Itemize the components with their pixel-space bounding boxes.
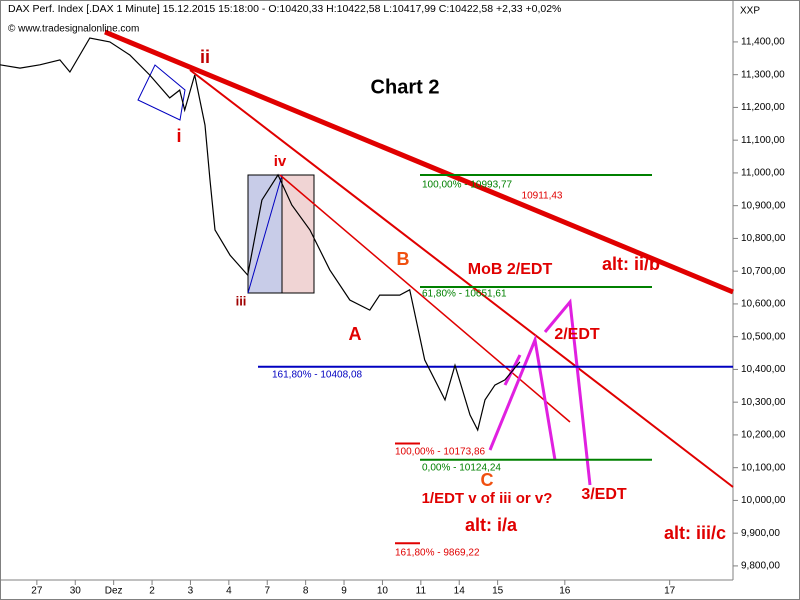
level-label: 161,80% - 9869,22 bbox=[395, 548, 480, 559]
annotation: MoB 2/EDT bbox=[468, 261, 553, 278]
y-tick-label: 10,200,00 bbox=[741, 430, 786, 441]
y-tick-label: 10,900,00 bbox=[741, 200, 786, 211]
chart-title: DAX Perf. Index [.DAX 1 Minute] 15.12.20… bbox=[8, 3, 561, 15]
annotation: B bbox=[397, 249, 410, 269]
trend-line bbox=[189, 69, 734, 488]
annotation: 10911,43 bbox=[522, 191, 563, 202]
x-tick-label: 17 bbox=[664, 586, 676, 597]
trend-line-thick bbox=[104, 29, 734, 295]
annotation: iii bbox=[236, 293, 247, 308]
annotation: alt: i/a bbox=[465, 515, 518, 535]
price-line bbox=[0, 37, 521, 432]
annotation: Chart 2 bbox=[371, 76, 440, 98]
y-tick-label: 11,300,00 bbox=[741, 69, 785, 80]
x-tick-label: 10 bbox=[377, 586, 389, 597]
projection bbox=[488, 334, 557, 461]
annotation: ii bbox=[200, 47, 210, 67]
annotation: 2/EDT bbox=[554, 326, 600, 343]
y-tick-label: 10,300,00 bbox=[741, 397, 786, 408]
annotation: i bbox=[176, 126, 181, 146]
x-tick-label: 8 bbox=[303, 586, 309, 597]
x-tick-label: 9 bbox=[341, 586, 347, 597]
annotation: 3/EDT bbox=[581, 486, 627, 503]
y-tick-label: 11,100,00 bbox=[741, 135, 785, 146]
box-diagonal bbox=[247, 174, 283, 294]
y-tick-label: 9,800,00 bbox=[741, 561, 780, 572]
projection bbox=[543, 298, 592, 486]
y-tick-label: 10,500,00 bbox=[741, 331, 786, 342]
level-label: 0,00% - 10124,24 bbox=[422, 463, 501, 474]
x-tick-label: 7 bbox=[264, 586, 270, 597]
x-tick-label: 16 bbox=[559, 586, 571, 597]
level-label: 61,80% - 10651,61 bbox=[422, 289, 507, 300]
x-tick-label: 27 bbox=[31, 586, 43, 597]
annotation: C bbox=[481, 470, 494, 490]
x-tick-label: 15 bbox=[492, 586, 504, 597]
annotation: 1/EDT v of iii or v? bbox=[422, 490, 553, 507]
y-tick-label: 11,400,00 bbox=[741, 37, 785, 48]
y-tick-label: 10,400,00 bbox=[741, 364, 786, 375]
y-tick-label: 9,900,00 bbox=[741, 528, 780, 539]
y-tick-label: 10,700,00 bbox=[741, 266, 786, 277]
y-tick-label: 11,000,00 bbox=[741, 168, 785, 179]
y-tick-label: 10,800,00 bbox=[741, 233, 786, 244]
annotation: A bbox=[349, 324, 362, 344]
annotation: alt: ii/b bbox=[602, 254, 660, 274]
annotation: iv bbox=[274, 153, 287, 170]
y-tick-label: 10,000,00 bbox=[741, 495, 786, 506]
trend-line bbox=[279, 174, 571, 423]
x-tick-label: 11 bbox=[416, 586, 427, 597]
wave-triangle bbox=[137, 64, 186, 121]
x-tick-label: 3 bbox=[188, 586, 194, 597]
chart-subtitle: © www.tradesignalonline.com bbox=[8, 24, 139, 35]
x-tick-label: 4 bbox=[226, 586, 232, 597]
x-tick-label: 30 bbox=[70, 586, 82, 597]
y-tick-label: 11,200,00 bbox=[741, 102, 785, 113]
x-tick-label: 2 bbox=[149, 586, 155, 597]
x-tick-label: Dez bbox=[105, 586, 123, 597]
y-tick-label: 10,100,00 bbox=[741, 462, 786, 473]
level-label: 100,00% - 10173,86 bbox=[395, 447, 486, 458]
annotation: alt: iii/c bbox=[664, 523, 726, 543]
y-tick-label: 10,600,00 bbox=[741, 299, 786, 310]
level-label: 161,80% - 10408,08 bbox=[272, 370, 363, 381]
level-label: 100,00% - 10993,77 bbox=[422, 180, 513, 191]
x-tick-label: 14 bbox=[454, 586, 466, 597]
y-axis-label: XXP bbox=[740, 6, 760, 17]
